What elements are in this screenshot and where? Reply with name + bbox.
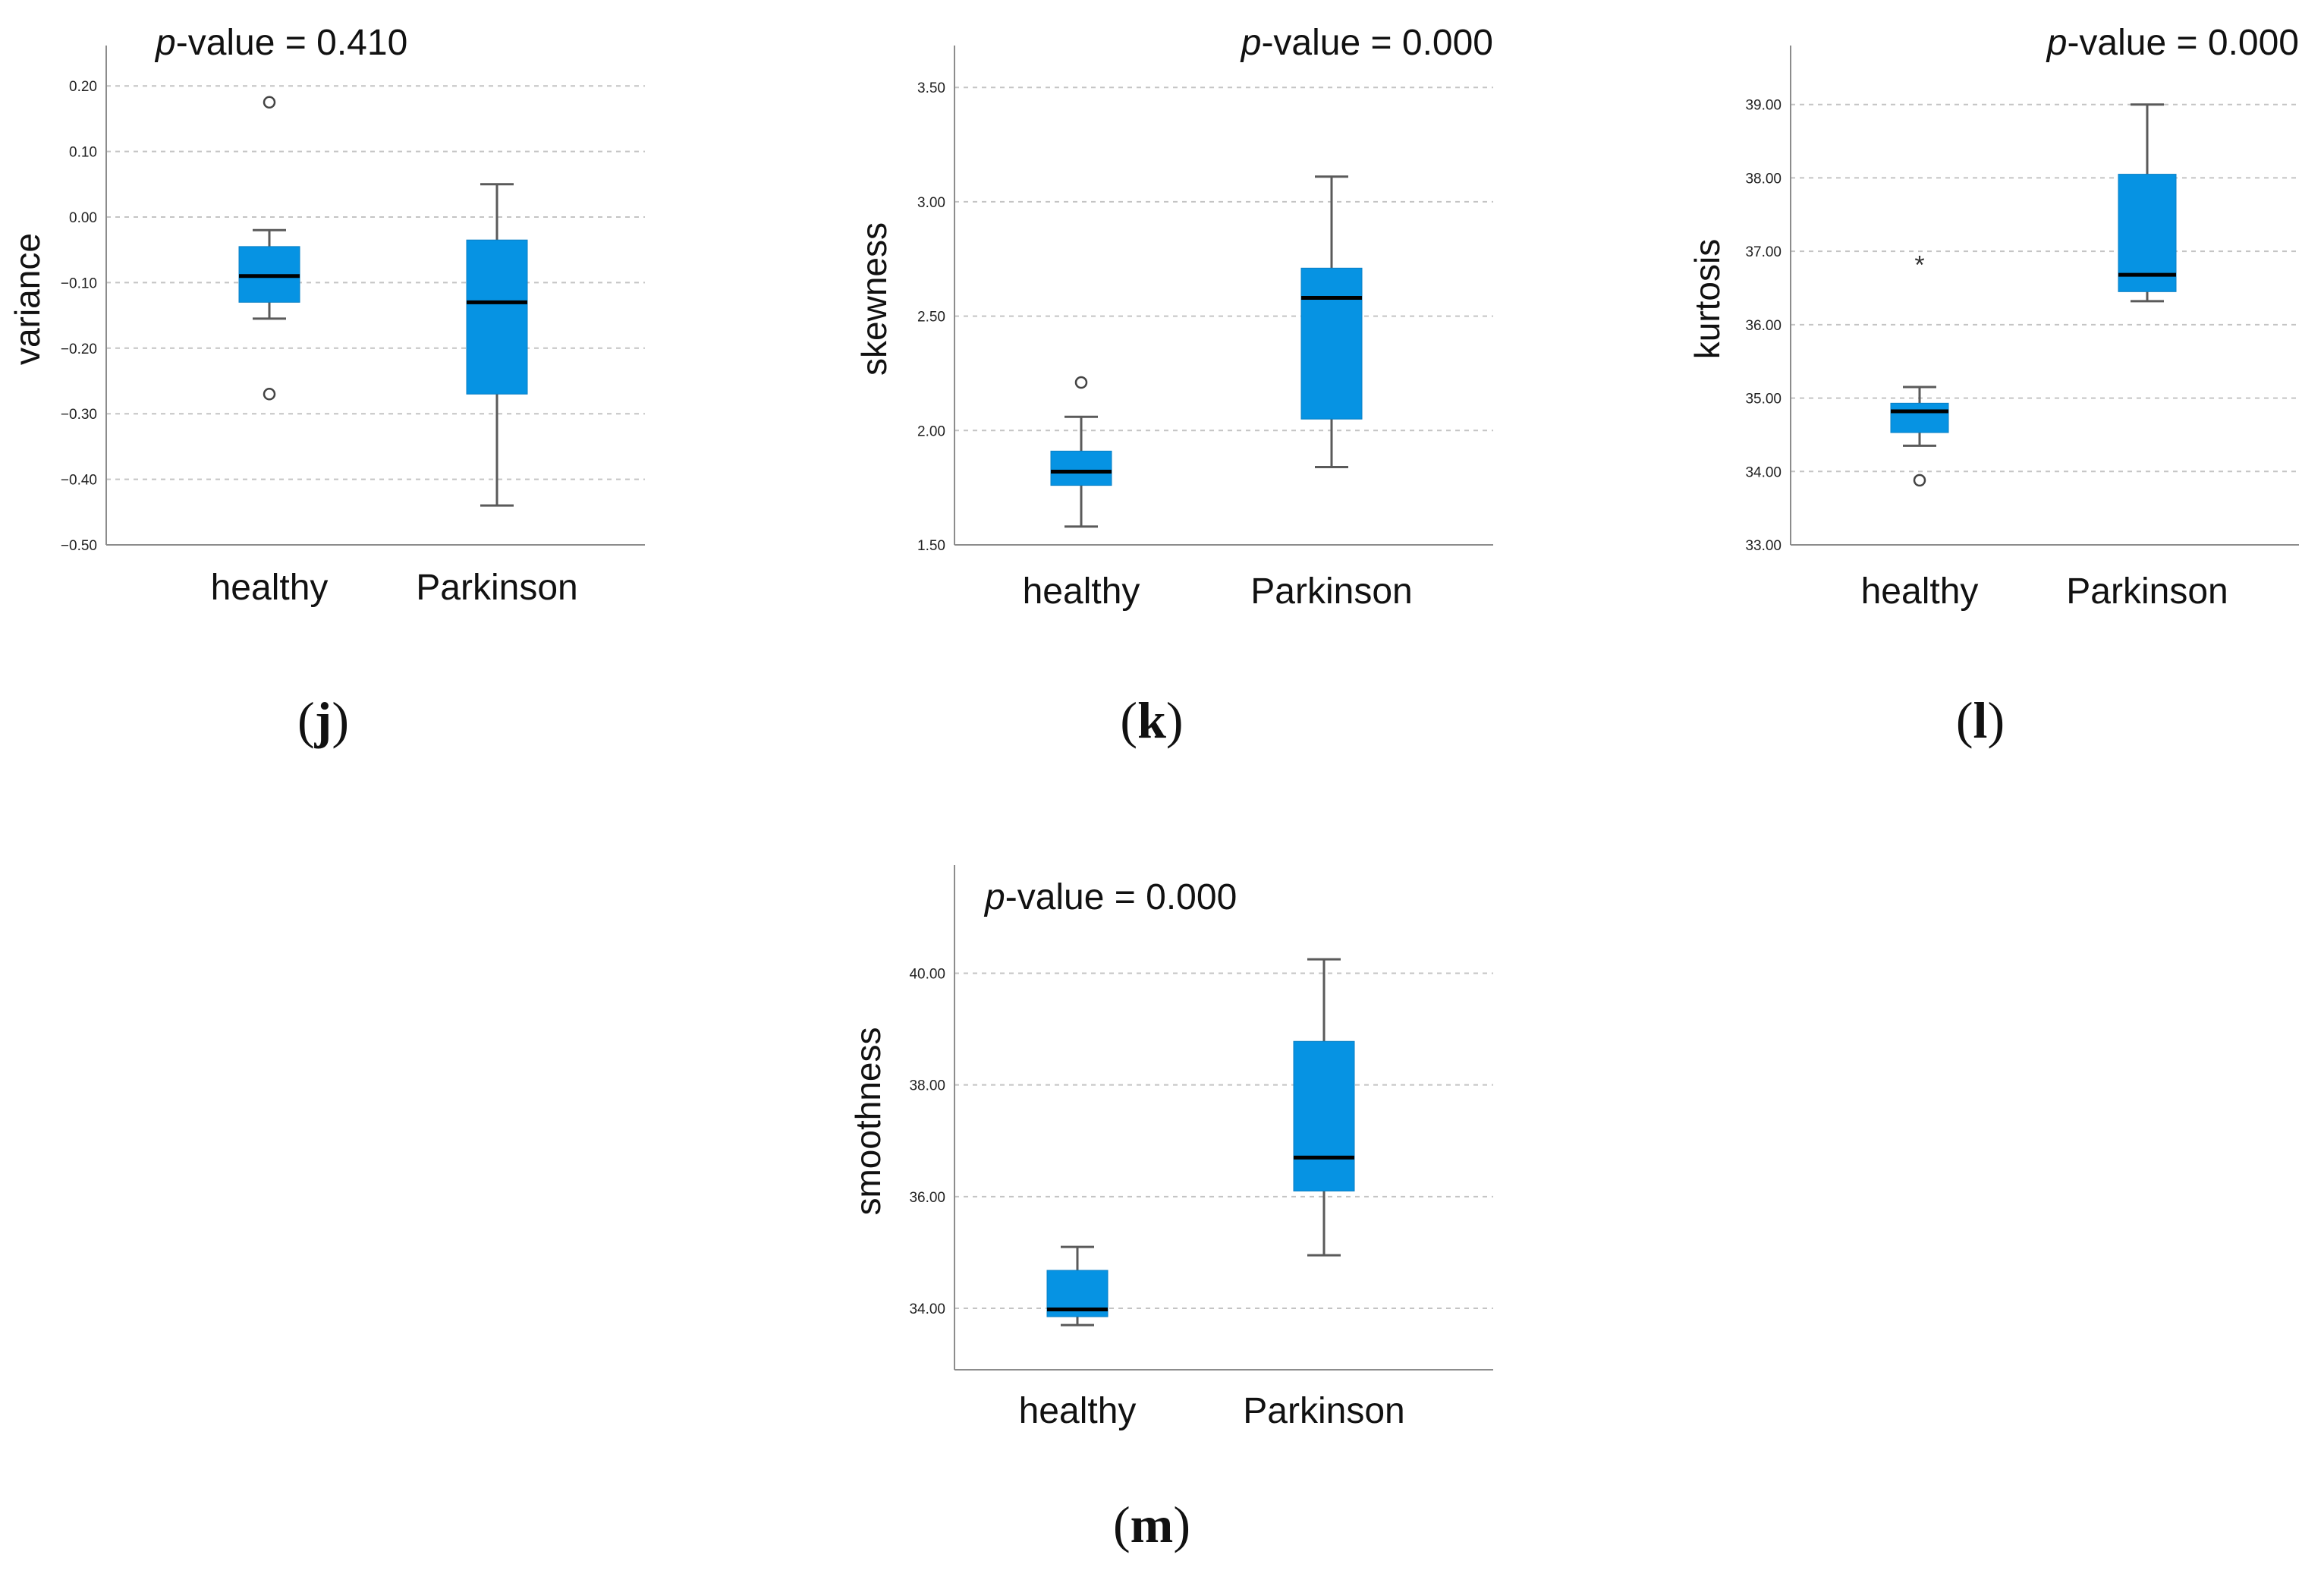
y-axis-label: smoothness: [848, 1027, 888, 1215]
y-tick-label: −0.40: [61, 473, 97, 489]
y-tick-label: 38.00: [909, 1078, 945, 1094]
box-plot-kurtosis: 39.00 38.00 37.00 36.00 35.00 34.00 33.00 kurto…: [1687, 23, 2299, 612]
y-tick-label: 0.20: [69, 79, 97, 95]
panel-tag-j: (j): [297, 691, 349, 749]
chart-panel-k: 3.50 3.00 2.50 2.00 1.50 skewness p-value = 0.…: [759, 0, 1540, 789]
p-value-label: p-value = 0.000: [1240, 23, 1493, 63]
y-tick-label: 37.00: [1745, 244, 1782, 260]
category-label: Parkinson: [1250, 571, 1412, 612]
y-tick-label: −0.20: [61, 341, 97, 357]
box-parkinson: [2118, 174, 2177, 292]
category-label: Parkinson: [416, 568, 577, 608]
y-tick-label: 34.00: [1745, 464, 1782, 480]
y-tick-label: 38.00: [1745, 171, 1782, 187]
box-healthy: [1050, 450, 1112, 486]
y-tick-label: 2.00: [917, 423, 945, 439]
p-value-label: p-value = 0.000: [983, 877, 1237, 917]
category-label: Parkinson: [1243, 1391, 1404, 1431]
chart-panel-m: 40.00 38.00 36.00 34.00 smoothness p-value = …: [759, 820, 1540, 1583]
y-tick-label: 2.50: [917, 310, 945, 326]
y-tick-label: 40.00: [909, 966, 945, 982]
box-plot-smoothness: 40.00 38.00 36.00 34.00 smoothness p-value = …: [848, 865, 1493, 1431]
y-axis-label: skewness: [854, 222, 894, 376]
y-axis-label: variance: [8, 233, 47, 365]
box-plot-skewness: 3.50 3.00 2.50 2.00 1.50 skewness p-value = 0.…: [854, 23, 1493, 612]
y-tick-label: 3.00: [917, 195, 945, 211]
panel-tag-k: (k): [1120, 691, 1184, 749]
outlier-point: [1913, 474, 1926, 487]
y-tick-label: 0.10: [69, 145, 97, 161]
panel-tag-l: (l): [1955, 691, 2005, 749]
y-tick-label: 0.00: [69, 210, 97, 226]
y-tick-label: −0.50: [61, 538, 97, 554]
outlier-point: [263, 388, 276, 401]
category-label: healthy: [1019, 1391, 1137, 1431]
category-label: healthy: [1861, 571, 1979, 612]
y-tick-label: 39.00: [1745, 98, 1782, 114]
y-tick-label: 33.00: [1745, 538, 1782, 554]
box-parkinson: [1300, 267, 1363, 420]
y-tick-label: −0.30: [61, 407, 97, 423]
y-tick-label: 36.00: [1745, 318, 1782, 334]
box-parkinson: [1293, 1040, 1355, 1191]
p-value-label: p-value = 0.000: [2046, 23, 2299, 63]
y-tick-label: 3.50: [917, 80, 945, 96]
chart-panel-l: 39.00 38.00 37.00 36.00 35.00 34.00 33.00 kurto…: [1540, 0, 2324, 789]
box-parkinson: [466, 239, 528, 395]
y-tick-label: 36.00: [909, 1190, 945, 1206]
y-tick-label: 34.00: [909, 1301, 945, 1317]
p-value-label: p-value = 0.410: [154, 23, 407, 63]
outlier-point: [1074, 376, 1088, 389]
outlier-point: [263, 96, 276, 109]
y-axis-label: kurtosis: [1687, 239, 1727, 359]
category-label: healthy: [211, 568, 329, 608]
extreme-point: *: [1914, 251, 1924, 280]
y-tick-label: 35.00: [1745, 392, 1782, 408]
panel-tag-m: (m): [1113, 1496, 1190, 1553]
y-tick-label: 1.50: [917, 538, 945, 554]
category-label: healthy: [1023, 571, 1140, 612]
category-label: Parkinson: [2066, 571, 2228, 612]
chart-panel-j: 0.20 0.10 0.00 −0.10 −0.20 −0.30 −0.40 −0.50 var…: [0, 0, 759, 789]
y-tick-label: −0.10: [61, 275, 97, 291]
box-healthy: [1890, 402, 1949, 433]
box-plot-variance: 0.20 0.10 0.00 −0.10 −0.20 −0.30 −0.40 −0.50 var…: [8, 23, 645, 608]
